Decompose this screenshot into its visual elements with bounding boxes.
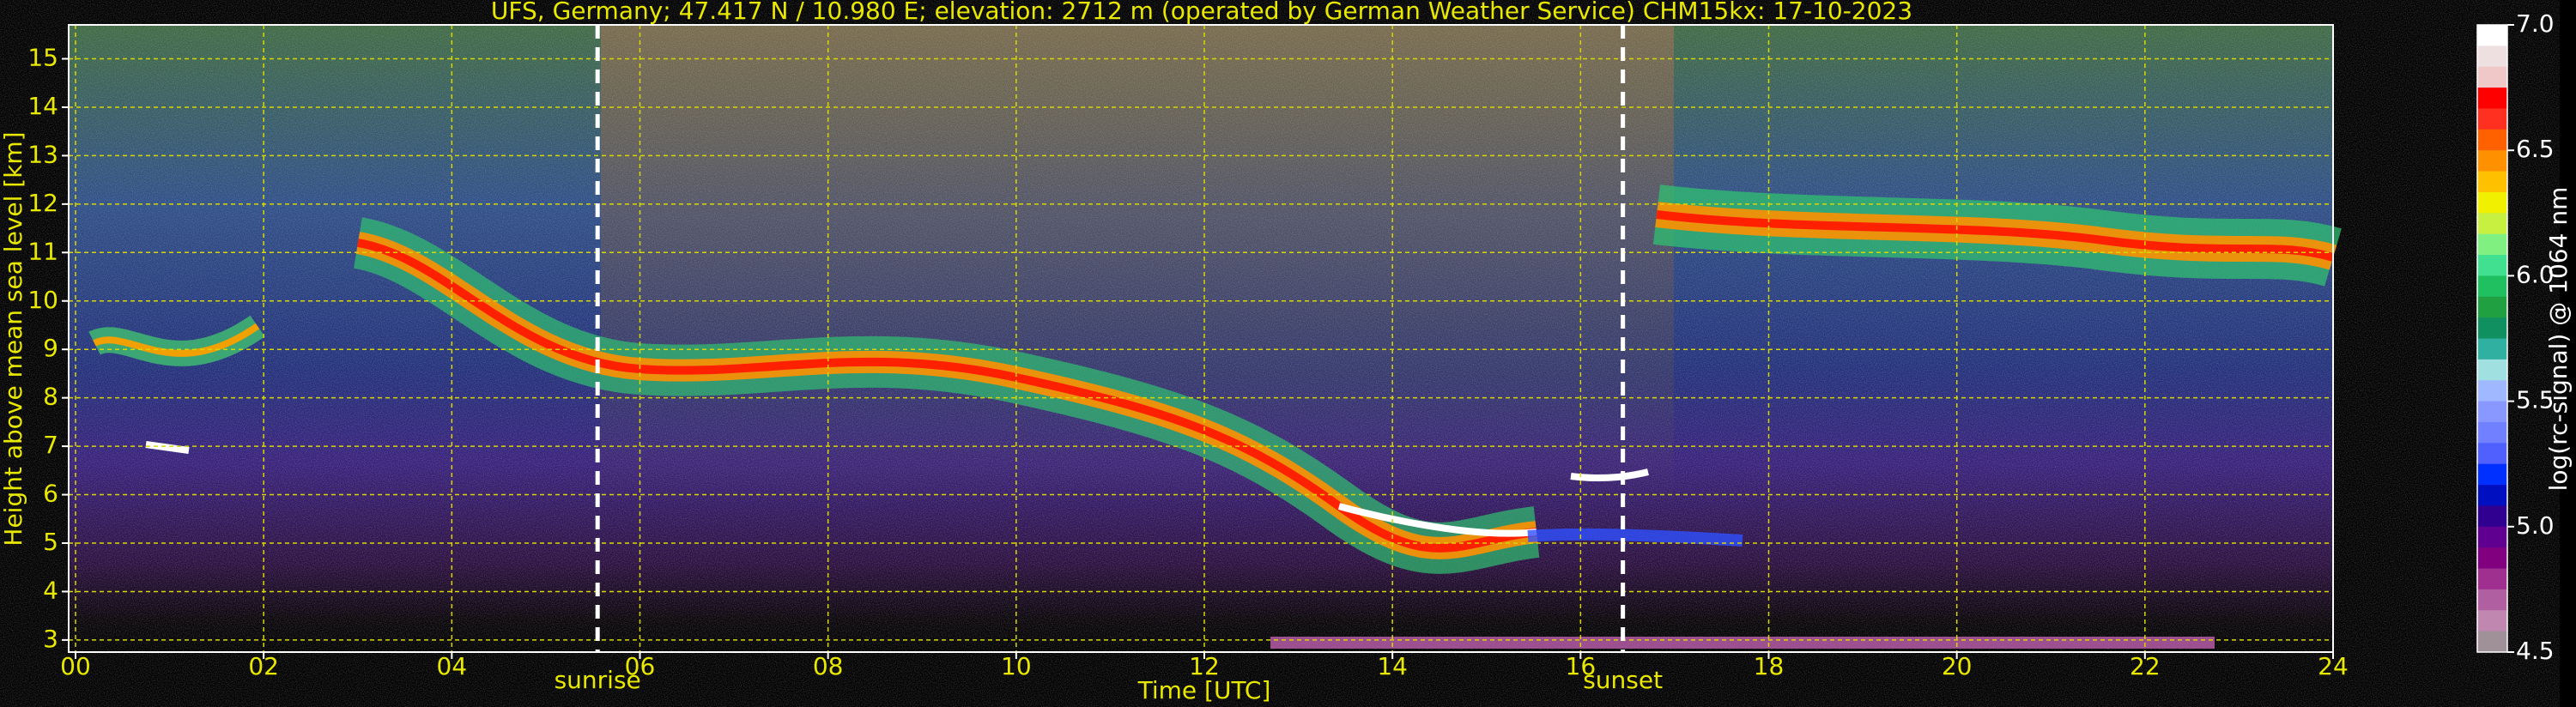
colorbar-band [2477,338,2507,360]
colorbar-band [2477,505,2507,528]
colorbar-band [2477,45,2507,68]
y-tick-label: 3 [43,625,58,653]
colorbar-band [2477,25,2507,46]
colorbar-band [2477,610,2507,632]
colorbar-band [2477,275,2507,298]
event-label: sunset [1583,666,1663,694]
x-tick-label: 18 [1754,652,1785,680]
chart-title: UFS, Germany; 47.417 N / 10.980 E; eleva… [491,0,1912,25]
colorbar-band [2477,631,2507,653]
x-tick-label: 08 [813,652,844,680]
x-tick-label: 24 [2318,652,2349,680]
x-tick-label: 20 [1942,652,1973,680]
x-axis-label: Time [UTC] [1137,676,1271,704]
colorbar-band [2477,401,2507,423]
y-tick-label: 13 [27,140,58,168]
colorbar-band [2477,129,2507,151]
colorbar-band [2477,88,2507,109]
x-tick-label: 00 [60,652,91,680]
y-tick-label: 10 [27,286,58,314]
y-axis-label: Height above mean sea level [km] [0,131,27,546]
colorbar-frame [2476,24,2508,653]
x-tick-label: 10 [1001,652,1032,680]
plot-frame [68,24,2334,653]
colorbar-band [2477,589,2507,611]
colorbar-band [2477,66,2507,88]
y-tick-label: 5 [43,528,58,556]
y-tick-label: 14 [27,92,58,120]
x-tick-label: 22 [2130,652,2161,680]
colorbar-band [2477,150,2507,172]
colorbar-band [2477,213,2507,235]
colorbar-label: log(rc-signal) @ 1064 nm [2544,187,2573,492]
colorbar-band [2477,463,2507,486]
colorbar-tick-label: 6.5 [2516,135,2555,163]
y-tick-label: 7 [43,431,58,459]
colorbar-band [2477,317,2507,339]
colorbar-band [2477,191,2507,214]
x-tick-label: 16 [1566,652,1597,680]
colorbar-band [2477,108,2507,130]
colorbar-band [2477,485,2507,506]
colorbar-tick-label: 7.0 [2516,9,2555,38]
colorbar-band [2477,255,2507,276]
colorbar-tick-label: 6.0 [2516,260,2555,288]
colorbar-band [2477,296,2507,318]
colorbar-band [2477,568,2507,590]
x-tick-label: 12 [1189,652,1220,680]
colorbar-band [2477,526,2507,548]
colorbar-band [2477,380,2507,402]
y-tick-label: 8 [43,383,58,411]
y-tick-label: 4 [43,576,58,604]
y-tick-label: 6 [43,480,58,508]
x-tick-label: 02 [248,652,279,680]
x-tick-label: 04 [437,652,468,680]
colorbar-tick-label: 5.5 [2516,386,2555,414]
y-tick-label: 15 [27,44,58,72]
x-tick-label: 06 [625,652,656,680]
colorbar-band [2477,171,2507,193]
colorbar-band [2477,421,2507,444]
colorbar-band [2477,547,2507,570]
colorbar-band [2477,443,2507,465]
event-label: sunrise [555,666,641,694]
x-tick-label: 14 [1377,652,1408,680]
y-tick-label: 12 [27,189,58,217]
y-tick-label: 9 [43,334,58,362]
colorbar-band [2477,359,2507,381]
y-tick-label: 11 [27,237,58,265]
colorbar-tick-label: 4.5 [2516,637,2555,665]
heatmap-backdrop [69,25,2342,652]
colorbar-band [2477,233,2507,256]
colorbar-tick-label: 5.0 [2516,511,2555,540]
